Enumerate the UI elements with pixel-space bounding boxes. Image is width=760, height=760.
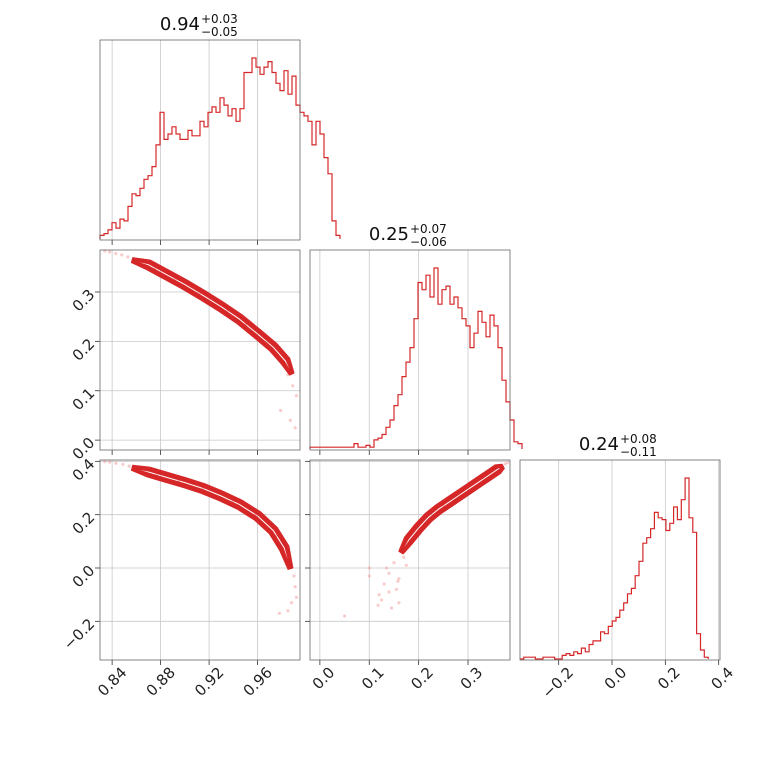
title-param-1-minus: −0.05 [201, 25, 238, 39]
scatter-param-1-vs-param-2-background [100, 250, 300, 450]
scatter-param-1-vs-param-3-density-contour [131, 466, 293, 570]
y-tick-labels-param-2: 0.00.10.20.3 [69, 286, 99, 464]
title-param-3-minus: −0.11 [620, 445, 657, 459]
scatter-param-2-vs-param-3-sample-point [404, 563, 408, 567]
scatter-param-2-vs-param-3-sample-point [382, 582, 386, 586]
histogram-param-3-background [520, 460, 720, 660]
x-tick-label-param-3: 0.2 [654, 664, 684, 694]
scatter-param-2-vs-param-3-sample-point [387, 590, 391, 594]
title-param-1: 0.94 [160, 14, 200, 35]
y-tick-labels-param-3: −0.2 0.0 0.2 0.4 [60, 455, 98, 653]
scatter-param-2-vs-param-3-sample-point [397, 601, 401, 605]
x-tick-label-param-2: 0.2 [407, 664, 437, 694]
title-param-2: 0.25 [369, 224, 409, 245]
scatter-param-1-vs-param-2-sample-point [294, 394, 298, 398]
scatter-param-2-vs-param-3-sample-point [380, 598, 384, 602]
x-tick-label-param-1: 0.88 [143, 664, 179, 700]
scatter-param-2-vs-param-3-sample-point [505, 461, 510, 465]
scatter-param-1-vs-param-3-sample-point [127, 464, 131, 468]
scatter-param-2-vs-param-3-sample-point [402, 555, 406, 559]
scatter-param-1-vs-param-2-sample-point [126, 255, 130, 259]
x-tick-label-param-3: 0.0 [601, 664, 631, 694]
scatter-param-1-vs-param-2-sample-point [114, 251, 118, 256]
scatter-param-1-vs-param-2-sample-point [108, 250, 112, 254]
scatter-param-1-vs-param-3-sample-point [289, 601, 294, 605]
y-tick-label-param-3: 0.2 [69, 508, 99, 538]
x-tick-label-param-1: 0.92 [191, 664, 227, 700]
scatter-param-2-vs-param-3-sample-point [387, 571, 391, 575]
x-tick-labels-param-2: 0.0 0.1 0.2 0.3 [309, 664, 487, 694]
scatter-param-1-vs-param-2-sample-point [120, 253, 124, 257]
scatter-param-1-vs-param-3-sample-point [286, 609, 290, 613]
histogram-param-2-frame [309, 249, 511, 451]
histogram-param-2-step-line [309, 267, 523, 449]
scatter-param-2-vs-param-3-sample-point [389, 606, 394, 610]
histogram-param-3-step-line [520, 477, 709, 660]
x-tick-label-param-2: 0.0 [309, 664, 339, 694]
y-tick-label-param-2: 0.1 [69, 384, 99, 414]
x-tick-label-param-3: −0.2 [539, 664, 577, 702]
title-param-2-minus: −0.06 [410, 235, 447, 249]
scatter-param-2-vs-param-3-sample-point [396, 579, 400, 583]
histogram-panel-param-2 [309, 249, 523, 455]
y-tick-label-param-2: 0.3 [69, 286, 99, 316]
y-tick-label-param-3: −0.2 [60, 615, 98, 653]
scatter-param-1-vs-param-2-density-contour [131, 258, 294, 376]
scatter-param-2-vs-param-3-sample-point [384, 566, 389, 570]
scatter-param-1-vs-param-2-sample-point [291, 384, 295, 388]
scatter-param-1-vs-param-3-sample-point [292, 574, 296, 578]
scatter-param-2-vs-param-3-background [310, 460, 510, 660]
scatter-param-2-vs-param-3-sample-point [394, 587, 398, 591]
x-tick-label-param-3: 0.4 [707, 664, 737, 694]
title-param-3-plus: +0.08 [620, 432, 657, 446]
y-tick-label-param-3: 0.0 [69, 562, 99, 592]
scatter-param-1-vs-param-3-sample-point [121, 462, 125, 466]
scatter-param-2-vs-param-3-sample-point [343, 614, 347, 618]
scatter-param-1-vs-param-2-sample-point [293, 426, 297, 430]
scatter-param-2-vs-param-3-density-contour [399, 464, 505, 554]
title-param-3: 0.24 [579, 434, 619, 455]
title-param-2-plus: +0.07 [410, 222, 447, 236]
scatter-param-1-vs-param-3-sample-point [294, 595, 298, 599]
scatter-param-1-vs-param-3-sample-point [277, 611, 281, 615]
scatter-param-1-vs-param-3-sample-point [103, 460, 107, 464]
histogram-param-1-frame [99, 39, 301, 241]
title-param-1-plus: +0.03 [201, 12, 238, 26]
scatter-param-2-vs-param-3-sample-point [392, 561, 396, 565]
x-tick-labels-param-3: −0.2 0.0 0.2 0.4 [539, 664, 737, 702]
histogram-param-1-background [100, 40, 300, 240]
scatter-param-2-vs-param-3-sample-point [376, 603, 380, 607]
scatter-param-1-vs-param-2-sample-point [279, 408, 283, 413]
scatter-param-2-vs-param-3-sample-point [377, 593, 381, 597]
scatter-param-1-vs-param-3-sample-point [293, 585, 297, 589]
scatter-param-1-vs-param-2-sample-point [288, 418, 292, 422]
scatter-param-1-vs-param-2-frame [99, 249, 301, 451]
histogram-param-1-step-line [99, 57, 341, 239]
histogram-panel-param-1 [99, 39, 341, 245]
scatter-param-1-vs-param-3-frame [99, 459, 301, 661]
y-tick-label-param-2: 0.2 [69, 335, 99, 365]
scatter-param-2-vs-param-3-sample-point [367, 566, 371, 570]
scatter-param-2-vs-param-3-frame [309, 459, 511, 661]
scatter-param-1-vs-param-3-sample-point [108, 460, 112, 464]
x-tick-label-param-2: 0.1 [358, 664, 388, 694]
x-tick-label-param-1: 0.84 [94, 664, 130, 700]
scatter-panel-param-1-vs-param-2 [95, 249, 301, 455]
histogram-param-3-frame [519, 459, 721, 661]
scatter-param-2-vs-param-3-sample-point [397, 577, 401, 581]
x-tick-label-param-1: 0.96 [240, 664, 276, 700]
y-tick-label-param-3: 0.4 [69, 455, 99, 485]
scatter-panel-param-2-vs-param-3 [305, 459, 511, 665]
histogram-panel-param-3 [519, 459, 721, 665]
scatter-param-1-vs-param-3-sample-point [114, 461, 118, 465]
scatter-param-2-vs-param-3-sample-point [367, 574, 371, 578]
scatter-panel-param-1-vs-param-3 [95, 459, 301, 665]
x-tick-label-param-2: 0.3 [457, 664, 487, 694]
x-tick-labels-param-1: 0.84 0.88 0.92 0.96 [94, 664, 276, 700]
scatter-param-2-vs-param-3-sample-point [503, 462, 507, 466]
